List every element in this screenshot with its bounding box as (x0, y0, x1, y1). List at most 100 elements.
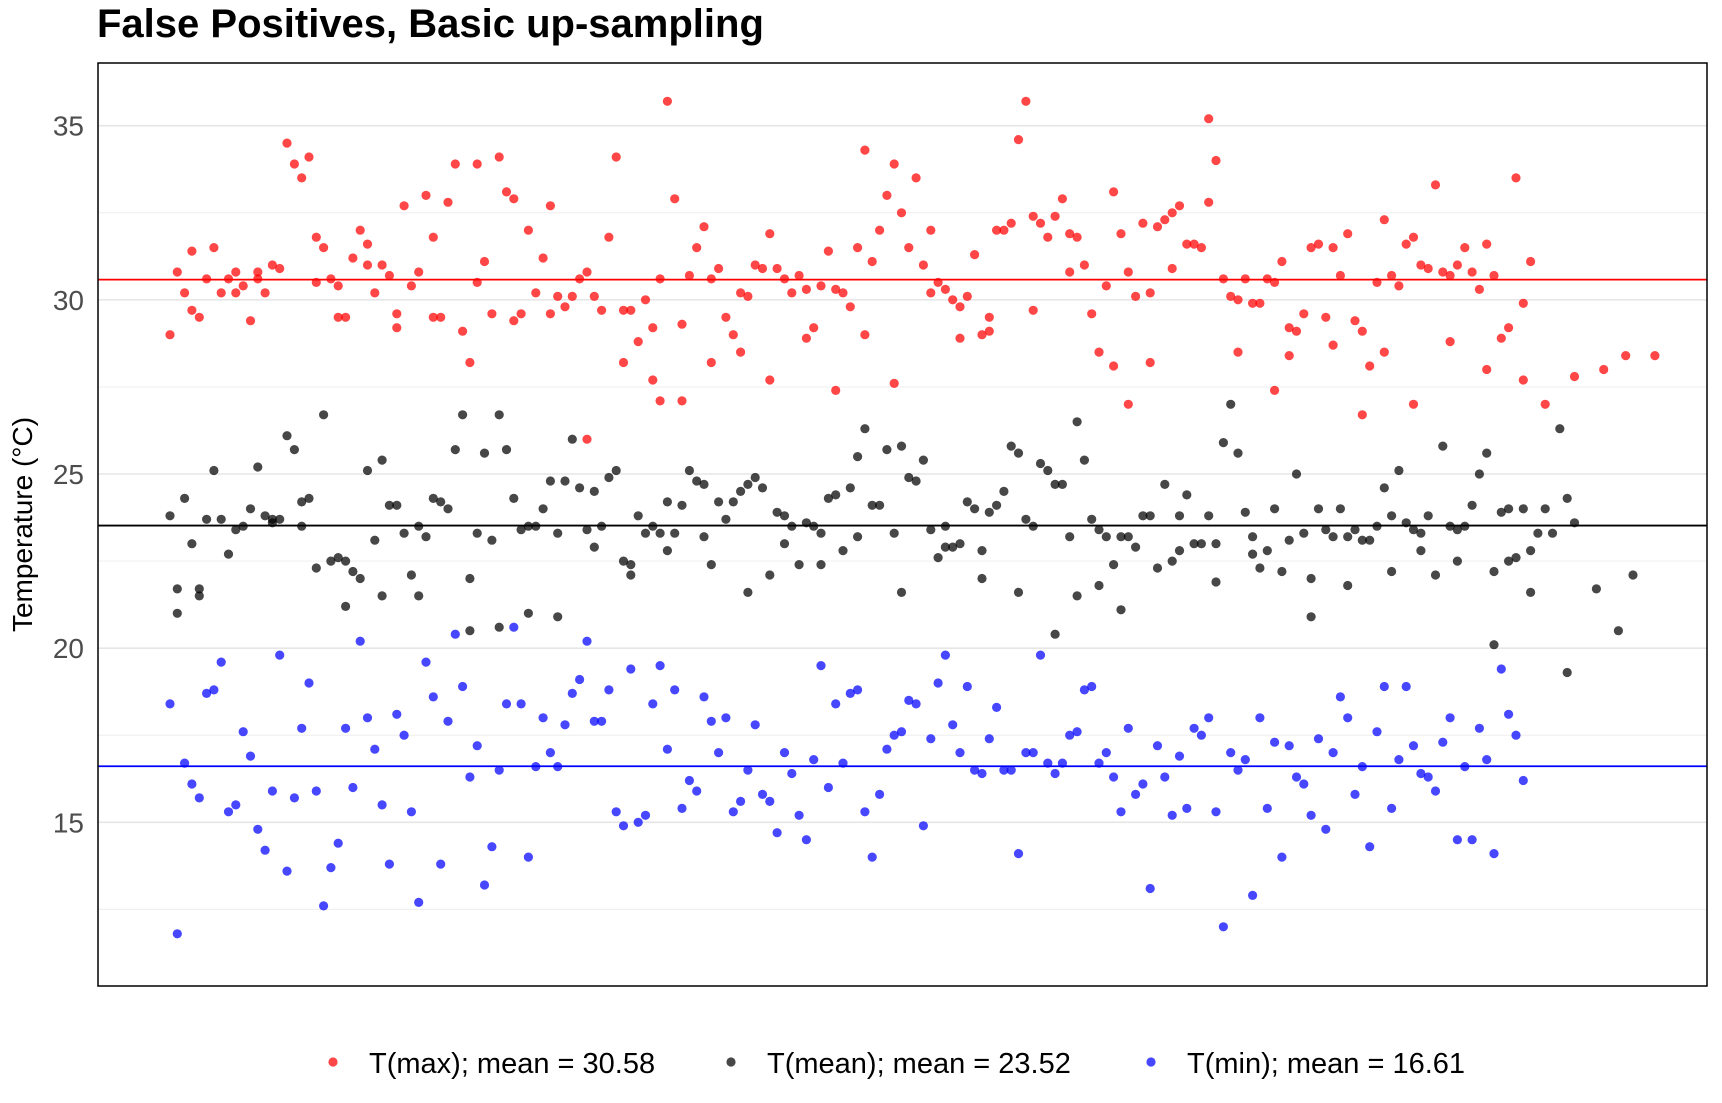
series-2-point (1072, 591, 1082, 601)
plot-panel-border (97, 62, 1708, 987)
series-1-point (896, 208, 907, 218)
series-2-point (1299, 528, 1309, 538)
series-3-point (1401, 681, 1411, 692)
series-1-point (801, 284, 812, 294)
series-2-point (406, 570, 416, 580)
series-1-point (992, 225, 1002, 235)
series-3-point (736, 796, 746, 807)
series-2-point (333, 553, 343, 563)
series-1-point (348, 253, 358, 263)
series-3-point (1416, 768, 1426, 779)
series-3-point (1518, 775, 1528, 786)
series-1-point (750, 260, 760, 270)
series-3-point (1504, 709, 1514, 719)
series-3-point (1131, 789, 1141, 800)
series-2-point (479, 448, 490, 458)
series-3-point (1394, 755, 1404, 765)
series-2-point (1160, 479, 1170, 489)
series-3-point (494, 765, 504, 775)
series-2-point (1335, 504, 1345, 514)
series-1-point (1357, 326, 1367, 336)
series-1-point (1160, 215, 1170, 225)
series-2-point (926, 525, 936, 535)
series-1-point (1299, 309, 1309, 319)
series-3-point (458, 681, 468, 692)
series-2-point (575, 483, 585, 493)
series-3-point (582, 636, 592, 646)
series-1-point (1335, 270, 1345, 281)
y-tick-label: 35 (53, 111, 84, 142)
series-3-point (809, 755, 819, 765)
series-1-point (1350, 316, 1360, 326)
series-1-point (1489, 270, 1499, 281)
series-1-point (341, 312, 351, 322)
series-2-point (421, 532, 431, 542)
series-3-point (860, 807, 870, 817)
series-1-point (231, 288, 241, 298)
series-2-point (1094, 525, 1104, 535)
series-1-point (1438, 267, 1448, 277)
series-1-point (560, 302, 570, 312)
series-2-point (516, 525, 526, 535)
series-2-point (1284, 535, 1294, 545)
series-1-point (392, 323, 402, 333)
series-2-point (1474, 469, 1484, 479)
series-3-point (245, 751, 256, 761)
series-3-point (1196, 730, 1206, 740)
series-3-point (1262, 803, 1272, 814)
series-1-point (304, 152, 314, 162)
series-2-point (655, 528, 665, 538)
series-2-point (245, 504, 256, 514)
series-1-point (1467, 267, 1477, 277)
series-3-point (187, 779, 197, 789)
series-2-point (1591, 584, 1601, 594)
series-3-point (1313, 734, 1324, 744)
series-3-point (231, 800, 241, 810)
series-2-point (1277, 566, 1287, 577)
series-3-point (172, 929, 182, 939)
series-1-point (245, 316, 256, 326)
series-3-point (472, 741, 482, 751)
series-1-point (904, 243, 914, 253)
series-2-point (816, 528, 826, 538)
series-1-point (1518, 375, 1528, 385)
series-2-point (970, 504, 980, 514)
series-1-point (319, 243, 329, 253)
series-2-point (626, 560, 636, 570)
series-3-point (1109, 772, 1119, 782)
series-1-point (392, 309, 402, 319)
series-3-point (816, 661, 826, 671)
series-3-point (1211, 807, 1221, 817)
series-2-point (172, 608, 182, 618)
series-2-point (911, 476, 921, 486)
series-1-point (231, 267, 241, 277)
series-2-point (1204, 511, 1214, 521)
series-2-point (1343, 532, 1353, 542)
series-3-point (1174, 751, 1185, 761)
series-2-point (428, 493, 438, 503)
series-1-point (538, 253, 548, 263)
series-2-point (633, 511, 643, 521)
series-1-point (370, 288, 380, 298)
series-2-point (589, 542, 599, 552)
series-1-point (1365, 361, 1375, 371)
series-2-point (260, 511, 270, 521)
series-1-point (1401, 239, 1411, 249)
series-1-point (1460, 243, 1470, 253)
series-2-point (1394, 465, 1404, 476)
series-3-point (509, 622, 519, 632)
series-1-point (801, 333, 812, 343)
series-2-point (904, 472, 914, 483)
series-2-point (1547, 528, 1558, 538)
series-3-point (1438, 737, 1448, 747)
series-1-point (1167, 263, 1177, 274)
series-1-point (362, 239, 373, 249)
series-2-point (699, 532, 709, 542)
series-1-point (1379, 215, 1389, 225)
series-2-point (1116, 605, 1126, 615)
series-2-point (1379, 483, 1389, 493)
series-2-point (1189, 539, 1199, 549)
series-3-point (516, 699, 526, 709)
series-1-point (1504, 323, 1514, 333)
